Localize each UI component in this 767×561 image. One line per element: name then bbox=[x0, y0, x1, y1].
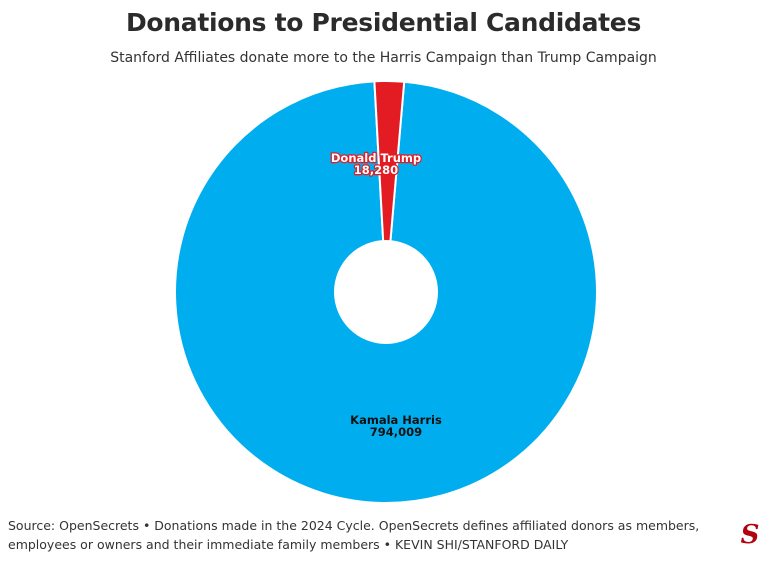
donut-hole bbox=[334, 240, 438, 344]
stanford-daily-logo: S bbox=[740, 520, 760, 550]
source-note: Source: OpenSecrets • Donations made in … bbox=[8, 518, 700, 552]
slice-name-donald-trump: Donald Trump bbox=[331, 151, 421, 165]
chart-title: Donations to Presidential Candidates bbox=[125, 8, 642, 37]
slice-value-kamala-harris: 794,009 bbox=[370, 425, 422, 439]
slice-donald-trump bbox=[373, 80, 406, 293]
chart-subtitle: Stanford Affiliates donate more to the H… bbox=[110, 50, 657, 66]
slice-name-kamala-harris: Kamala Harris bbox=[350, 413, 442, 427]
slice-value-donald-trump: 18,280 bbox=[354, 163, 398, 177]
